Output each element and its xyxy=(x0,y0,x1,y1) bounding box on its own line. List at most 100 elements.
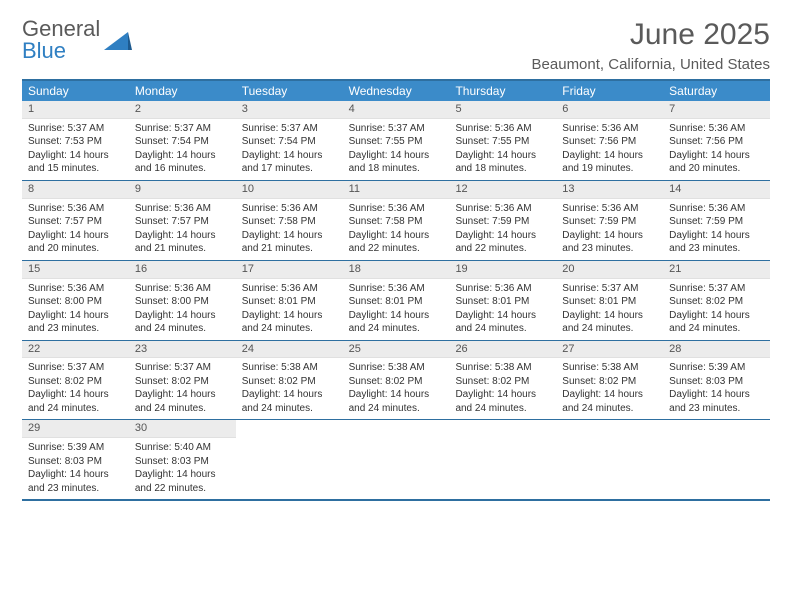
sunset-text: Sunset: 7:54 PM xyxy=(135,135,230,149)
sunrise-text: Sunrise: 5:38 AM xyxy=(562,361,657,375)
calendar-cell: 15Sunrise: 5:36 AMSunset: 8:00 PMDayligh… xyxy=(22,261,129,340)
calendar-cell: 24 Sunrise: 5:38 AMSunset: 8:02 PMDayligh… xyxy=(236,341,343,420)
sunset-text: Sunset: 8:01 PM xyxy=(242,295,337,309)
day-number: 2 xyxy=(129,101,236,119)
calendar-cell: 9Sunrise: 5:36 AMSunset: 7:57 PMDaylight… xyxy=(129,181,236,260)
daylight-text: Daylight: 14 hours and 22 minutes. xyxy=(135,468,230,495)
daylight-text: Daylight: 14 hours and 23 minutes. xyxy=(669,388,764,415)
sunrise-text: Sunrise: 5:36 AM xyxy=(349,202,444,216)
sunset-text: Sunset: 7:58 PM xyxy=(349,215,444,229)
calendar-cell xyxy=(556,420,663,499)
day-body: Sunrise: 5:39 AMSunset: 8:03 PMDaylight:… xyxy=(663,358,770,419)
calendar-cell: 30Sunrise: 5:40 AMSunset: 8:03 PMDayligh… xyxy=(129,420,236,499)
day-body: Sunrise: 5:38 AMSunset: 8:02 PMDaylight:… xyxy=(556,358,663,419)
calendar-body: 1Sunrise: 5:37 AMSunset: 7:53 PMDaylight… xyxy=(22,101,770,501)
sunset-text: Sunset: 7:53 PM xyxy=(28,135,123,149)
sunrise-text: Sunrise: 5:36 AM xyxy=(455,282,550,296)
sunrise-text: Sunrise: 5:37 AM xyxy=(28,122,123,136)
day-number: 29 xyxy=(22,420,129,438)
calendar-cell: 1Sunrise: 5:37 AMSunset: 7:53 PMDaylight… xyxy=(22,101,129,180)
day-body: Sunrise: 5:36 AMSunset: 8:00 PMDaylight:… xyxy=(22,279,129,340)
day-body: Sunrise: 5:36 AMSunset: 8:01 PMDaylight:… xyxy=(236,279,343,340)
calendar-week: 8Sunrise: 5:36 AMSunset: 7:57 PMDaylight… xyxy=(22,181,770,261)
calendar-cell: 8Sunrise: 5:36 AMSunset: 7:57 PMDaylight… xyxy=(22,181,129,260)
calendar-cell: 10Sunrise: 5:36 AMSunset: 7:58 PMDayligh… xyxy=(236,181,343,260)
calendar-cell: 16Sunrise: 5:36 AMSunset: 8:00 PMDayligh… xyxy=(129,261,236,340)
daylight-text: Daylight: 14 hours and 23 minutes. xyxy=(562,229,657,256)
weekday-label: Tuesday xyxy=(236,81,343,101)
sunrise-text: Sunrise: 5:36 AM xyxy=(28,282,123,296)
day-body: Sunrise: 5:39 AMSunset: 8:03 PMDaylight:… xyxy=(22,438,129,499)
sunset-text: Sunset: 8:03 PM xyxy=(135,455,230,469)
daylight-text: Daylight: 14 hours and 24 minutes. xyxy=(562,309,657,336)
sunrise-text: Sunrise: 5:39 AM xyxy=(28,441,123,455)
day-body: Sunrise: 5:36 AMSunset: 7:58 PMDaylight:… xyxy=(236,199,343,260)
calendar-cell xyxy=(343,420,450,499)
day-number: 22 xyxy=(22,341,129,359)
calendar-week: 22Sunrise: 5:37 AMSunset: 8:02 PMDayligh… xyxy=(22,341,770,421)
sunset-text: Sunset: 8:02 PM xyxy=(28,375,123,389)
calendar-cell xyxy=(236,420,343,499)
sunset-text: Sunset: 8:03 PM xyxy=(28,455,123,469)
daylight-text: Daylight: 14 hours and 24 minutes. xyxy=(135,309,230,336)
sunset-text: Sunset: 8:00 PM xyxy=(28,295,123,309)
sunrise-text: Sunrise: 5:36 AM xyxy=(669,122,764,136)
day-number: 4 xyxy=(343,101,450,119)
sunrise-text: Sunrise: 5:38 AM xyxy=(242,361,337,375)
weekday-label: Thursday xyxy=(449,81,556,101)
day-number: 5 xyxy=(449,101,556,119)
sunset-text: Sunset: 8:02 PM xyxy=(242,375,337,389)
sunrise-text: Sunrise: 5:36 AM xyxy=(455,202,550,216)
calendar-cell: 19Sunrise: 5:36 AMSunset: 8:01 PMDayligh… xyxy=(449,261,556,340)
daylight-text: Daylight: 14 hours and 24 minutes. xyxy=(455,388,550,415)
day-number: 7 xyxy=(663,101,770,119)
calendar-cell: 13Sunrise: 5:36 AMSunset: 7:59 PMDayligh… xyxy=(556,181,663,260)
sunset-text: Sunset: 8:03 PM xyxy=(669,375,764,389)
day-body: Sunrise: 5:37 AMSunset: 7:54 PMDaylight:… xyxy=(129,119,236,180)
day-number: 23 xyxy=(129,341,236,359)
calendar-cell: 28Sunrise: 5:39 AMSunset: 8:03 PMDayligh… xyxy=(663,341,770,420)
daylight-text: Daylight: 14 hours and 15 minutes. xyxy=(28,149,123,176)
daylight-text: Daylight: 14 hours and 18 minutes. xyxy=(349,149,444,176)
day-body: Sunrise: 5:37 AMSunset: 8:02 PMDaylight:… xyxy=(129,358,236,419)
sunrise-text: Sunrise: 5:36 AM xyxy=(562,122,657,136)
daylight-text: Daylight: 14 hours and 24 minutes. xyxy=(242,309,337,336)
sunset-text: Sunset: 8:02 PM xyxy=(135,375,230,389)
calendar-cell: 4Sunrise: 5:37 AMSunset: 7:55 PMDaylight… xyxy=(343,101,450,180)
sunset-text: Sunset: 8:02 PM xyxy=(349,375,444,389)
daylight-text: Daylight: 14 hours and 24 minutes. xyxy=(135,388,230,415)
triangle-icon xyxy=(104,30,132,50)
calendar-cell: 20Sunrise: 5:37 AMSunset: 8:01 PMDayligh… xyxy=(556,261,663,340)
sunrise-text: Sunrise: 5:37 AM xyxy=(28,361,123,375)
day-number: 11 xyxy=(343,181,450,199)
sunrise-text: Sunrise: 5:37 AM xyxy=(562,282,657,296)
calendar-cell: 17Sunrise: 5:36 AMSunset: 8:01 PMDayligh… xyxy=(236,261,343,340)
calendar: Sunday Monday Tuesday Wednesday Thursday… xyxy=(22,79,770,501)
daylight-text: Daylight: 14 hours and 20 minutes. xyxy=(669,149,764,176)
sunset-text: Sunset: 7:55 PM xyxy=(349,135,444,149)
sunrise-text: Sunrise: 5:40 AM xyxy=(135,441,230,455)
daylight-text: Daylight: 14 hours and 18 minutes. xyxy=(455,149,550,176)
calendar-week: 29Sunrise: 5:39 AMSunset: 8:03 PMDayligh… xyxy=(22,420,770,501)
sunset-text: Sunset: 8:01 PM xyxy=(562,295,657,309)
sunrise-text: Sunrise: 5:36 AM xyxy=(135,282,230,296)
daylight-text: Daylight: 14 hours and 24 minutes. xyxy=(242,388,337,415)
day-body: Sunrise: 5:37 AMSunset: 8:01 PMDaylight:… xyxy=(556,279,663,340)
day-number: 21 xyxy=(663,261,770,279)
daylight-text: Daylight: 14 hours and 23 minutes. xyxy=(28,468,123,495)
daylight-text: Daylight: 14 hours and 24 minutes. xyxy=(562,388,657,415)
calendar-cell: 21Sunrise: 5:37 AMSunset: 8:02 PMDayligh… xyxy=(663,261,770,340)
daylight-text: Daylight: 14 hours and 19 minutes. xyxy=(562,149,657,176)
day-body: Sunrise: 5:36 AMSunset: 8:00 PMDaylight:… xyxy=(129,279,236,340)
brand-part2: Blue xyxy=(22,38,66,63)
sunset-text: Sunset: 7:57 PM xyxy=(28,215,123,229)
day-number: 16 xyxy=(129,261,236,279)
day-number: 24 xyxy=(236,341,343,359)
day-number: 8 xyxy=(22,181,129,199)
day-number: 26 xyxy=(449,341,556,359)
month-title: June 2025 xyxy=(532,18,770,52)
day-body: Sunrise: 5:36 AMSunset: 7:57 PMDaylight:… xyxy=(129,199,236,260)
day-number: 18 xyxy=(343,261,450,279)
calendar-cell xyxy=(663,420,770,499)
day-body: Sunrise: 5:36 AMSunset: 8:01 PMDaylight:… xyxy=(343,279,450,340)
